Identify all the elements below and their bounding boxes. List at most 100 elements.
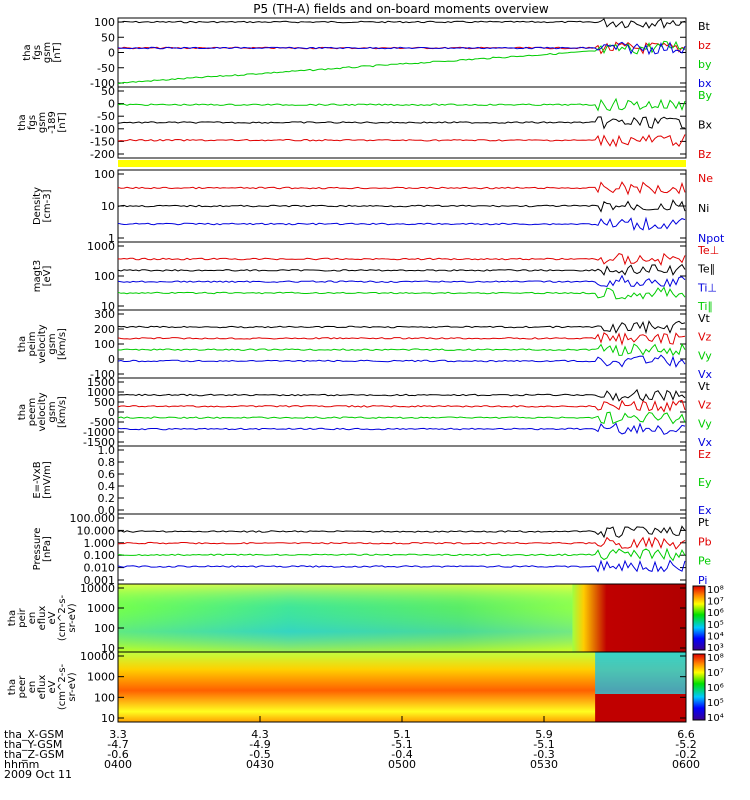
- series-trace: [117, 547, 686, 562]
- y-tick-label: -150: [90, 135, 115, 148]
- series-trace: [117, 41, 686, 56]
- y-tick-label: 100: [94, 691, 115, 704]
- legend-bz: bz: [698, 39, 711, 52]
- y-axis-label-line: fgs: [27, 115, 38, 130]
- y-axis-label-line: [km/s]: [57, 328, 68, 360]
- spectrogram-electron-red-band: [595, 694, 686, 722]
- y-axis-label-line: (cm^2-s-: [57, 663, 68, 710]
- legend-npot: Npot: [698, 232, 725, 245]
- colorbar-label: 10⁵: [707, 620, 724, 631]
- y-tick-label: 10: [101, 712, 115, 725]
- y-axis-label-line: en: [27, 681, 38, 694]
- x-row-value: -4.9: [249, 738, 270, 751]
- y-tick-label: 0.010: [84, 562, 116, 575]
- colorbar-label: 10³: [707, 643, 724, 654]
- y-axis-label-line: Pressure: [32, 528, 43, 571]
- panel-1: 100 50 0 -50 -100 tha fgs gsm [nT] Bt bz by bx: [22, 16, 712, 90]
- legend-vt: Vt: [698, 380, 711, 393]
- series-trace: [117, 332, 686, 346]
- x-row-label: tha_X-GSM: [4, 728, 64, 741]
- panel-frame: [117, 445, 687, 515]
- series-trace: [117, 181, 686, 196]
- x-row-value: -0.3: [533, 748, 554, 761]
- legend-bx: Bx: [698, 119, 713, 132]
- y-axis-label: E=-VxB [mV/m]: [32, 461, 53, 499]
- series-trace: [117, 354, 686, 368]
- x-row-value: 6.6: [677, 728, 695, 741]
- y-axis-label-line: peim: [27, 331, 38, 356]
- y-tick-label: 1000: [87, 602, 115, 615]
- y-axis-label-line: [nT]: [57, 112, 68, 132]
- y-axis-label: tha fgs gsm [nT]: [22, 42, 63, 63]
- series-trace: [117, 320, 686, 335]
- series-trace: [117, 116, 686, 130]
- y-tick-label: -100: [90, 77, 115, 90]
- x-row-value: 0530: [530, 758, 558, 771]
- legend-bt: Bt: [698, 20, 711, 33]
- yellow-separator-bar: [118, 160, 686, 167]
- spectrogram-ion-shade: [118, 584, 573, 652]
- legend-pb: Pb: [698, 535, 712, 548]
- y-tick-label: 0: [108, 406, 115, 419]
- y-axis-label-line: fgs: [32, 45, 43, 60]
- y-axis-label-line: gsm: [37, 112, 48, 133]
- y-tick-label: 0.6: [98, 468, 116, 481]
- panel-7: 1.00.80.60.40.20.0 E=-VxB [mV/m] Ez Ey Ex: [32, 444, 712, 517]
- y-axis-label-line: [km/s]: [57, 396, 68, 428]
- y-tick-label: 1.000: [84, 537, 116, 550]
- series-trace: [117, 134, 686, 148]
- y-tick-label: 100: [94, 338, 115, 351]
- x-row-value: -5.1: [533, 738, 554, 751]
- x-row-value: 0400: [104, 758, 132, 771]
- y-tick-label: 500: [94, 396, 115, 409]
- series-trace: [117, 263, 686, 276]
- x-row-label: tha_Y-GSM: [4, 738, 62, 751]
- y-tick-label: 0.8: [98, 456, 116, 469]
- legend-ti⊥: Ti⊥: [697, 281, 717, 294]
- colorbar-label: 10⁸: [707, 585, 724, 596]
- x-row-value: -0.4: [391, 748, 412, 761]
- x-row-label: hhmm: [4, 758, 39, 771]
- x-row-value: -0.2: [675, 748, 696, 761]
- panel-2: 500-50-100-150-200 tha fgs gsm -189 [nT] By Bx B…: [17, 85, 713, 161]
- y-axis-label-line: eV: [47, 680, 58, 693]
- series-trace: [117, 388, 686, 402]
- series-trace: [117, 274, 686, 288]
- y-axis-label-line: tha: [7, 679, 18, 695]
- x-row-value: 5.1: [393, 728, 411, 741]
- y-tick-label: 0.4: [98, 480, 116, 493]
- legend-pt: Pt: [698, 516, 710, 529]
- plot-title: P5 (TH-A) fields and on-board moments ov…: [253, 2, 549, 16]
- y-axis-label-line: peem: [27, 398, 38, 426]
- colorbar-label: 10⁶: [707, 608, 724, 619]
- x-row-value: 4.3: [251, 728, 269, 741]
- legend-vy: Vy: [698, 349, 712, 362]
- series-trace: [117, 559, 686, 573]
- panel-5: 300 200 100 0 -100 tha peim velocity gsm [km/s] Vt…: [17, 308, 713, 381]
- y-tick-label: 0.0: [98, 504, 116, 517]
- y-axis-label-line: E=-VxB: [32, 461, 43, 498]
- legend-vz: Vz: [698, 331, 712, 344]
- colorbar-label: 10⁷: [707, 597, 724, 608]
- x-row-value: 0430: [246, 758, 274, 771]
- y-tick-label: 100: [94, 622, 115, 635]
- y-tick-label: 1000: [87, 386, 115, 399]
- y-axis-label-line: -189: [47, 111, 58, 134]
- panel-frame: [117, 309, 687, 379]
- y-tick-label: 0.2: [98, 492, 116, 505]
- y-tick-label: 10000: [80, 650, 115, 663]
- y-axis-label-line: [mV/m]: [42, 461, 53, 499]
- legend-ti∥: Ti∥: [697, 300, 713, 313]
- y-tick-label: 300: [94, 308, 115, 321]
- y-axis-label: tha peer en eflux eV (cm^2-s-sr-eV): [7, 663, 78, 710]
- y-axis-label-line: eV: [47, 611, 58, 624]
- y-axis-label: tha peem velocity gsm [km/s]: [17, 392, 68, 431]
- y-tick-label: 1000: [87, 240, 115, 253]
- legend-vx: Vx: [698, 368, 713, 381]
- y-axis-label-line: (cm^2-s-: [57, 594, 68, 641]
- series-trace: [117, 399, 686, 413]
- series-trace: [117, 97, 686, 112]
- x-row-value: 3.3: [109, 728, 127, 741]
